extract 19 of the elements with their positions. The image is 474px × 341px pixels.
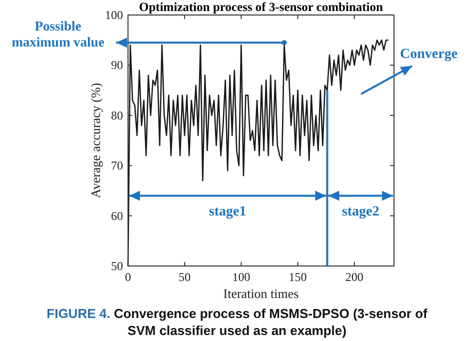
- x-tick-label: 150: [288, 270, 307, 284]
- chart-title: Optimization process of 3-sensor combination: [139, 0, 384, 14]
- annotation: stage2: [342, 204, 380, 220]
- x-tick-label: 100: [232, 270, 250, 284]
- x-tick-label: 200: [345, 270, 364, 284]
- y-tick-label: 70: [111, 158, 123, 173]
- x-tick-label: 50: [178, 270, 191, 284]
- y-tick-label: 100: [105, 8, 123, 22]
- y-tick-label: 60: [111, 208, 123, 223]
- y-axis-title: Average accuracy (%): [88, 82, 103, 198]
- caption: FIGURE 4. Convergence process of MSMS-DPSO (3-sensor of SVM classifier used as an example): [46, 306, 428, 338]
- y-tick-label: 80: [111, 108, 123, 122]
- annotation: stage1: [208, 204, 246, 220]
- y-tick-label: 50: [111, 259, 123, 273]
- x-axis-title: Iteration times: [223, 286, 299, 301]
- text: Converge: [400, 47, 458, 62]
- annotation: Possible maximum value: [12, 18, 104, 50]
- y-tick-label: 90: [111, 58, 123, 72]
- x-tick-label: 0: [125, 270, 131, 284]
